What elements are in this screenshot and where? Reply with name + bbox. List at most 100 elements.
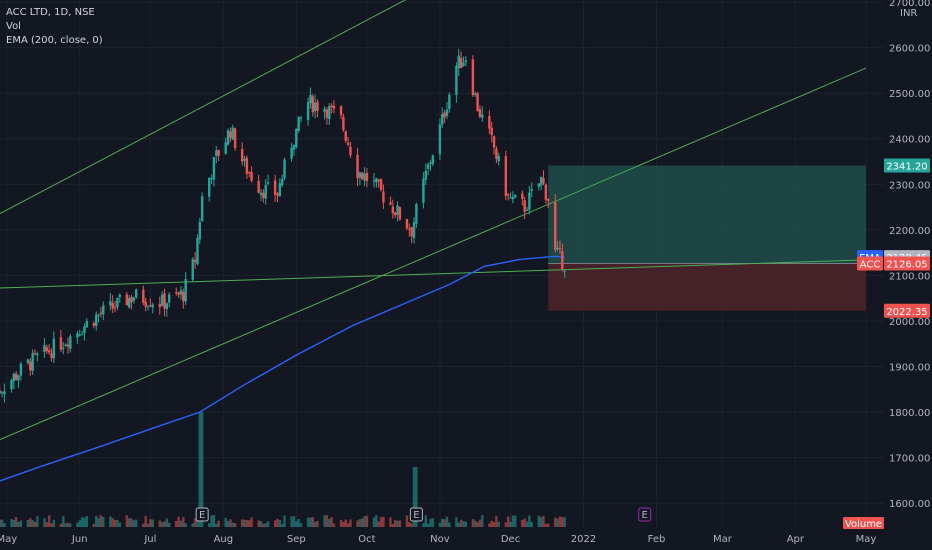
volume-legend[interactable]: Vol xyxy=(6,21,21,32)
volume-bar xyxy=(283,515,286,527)
candle-body xyxy=(208,177,211,197)
price-tick-label: 1700.00 xyxy=(889,454,930,465)
time-tick-label: May xyxy=(856,534,877,545)
candle-body xyxy=(422,178,425,203)
volume-bar xyxy=(109,516,112,527)
candle-body xyxy=(142,289,145,303)
volume-bar xyxy=(259,521,263,527)
candle-body xyxy=(514,194,517,198)
earnings-marker[interactable] xyxy=(195,507,209,522)
candle-body xyxy=(410,227,413,237)
target-zone xyxy=(548,165,866,264)
volume-bar xyxy=(3,522,6,527)
volume-bar xyxy=(542,515,545,527)
volume-bar xyxy=(408,522,411,527)
candle-body xyxy=(111,303,114,309)
candle-body xyxy=(14,373,18,380)
volume-bar xyxy=(474,520,477,527)
candle-body xyxy=(149,305,152,307)
volume-bar xyxy=(455,517,458,527)
earnings-marker-label: E xyxy=(642,510,648,521)
volume-bar xyxy=(50,523,53,527)
candle-body xyxy=(492,136,496,148)
candle-body xyxy=(290,147,293,159)
candle-body xyxy=(495,148,498,159)
earnings-marker[interactable] xyxy=(638,507,652,522)
candle-body xyxy=(229,131,232,138)
volume-bar xyxy=(66,522,70,527)
ema-legend[interactable]: EMA (200, close, 0) xyxy=(6,35,103,46)
candle-body xyxy=(191,259,194,280)
price-tick-label: 2200.00 xyxy=(889,226,930,237)
candle-body xyxy=(455,65,458,95)
volume-bar xyxy=(69,523,72,527)
price-tag-label: 2022.35 xyxy=(886,307,927,318)
volume-bar xyxy=(160,522,164,527)
volume-bar xyxy=(276,518,279,527)
price-axis[interactable]: 2700.00 2600.00 2500.00 2400.00 2300.00 2200.… xyxy=(889,0,930,510)
candle-body xyxy=(342,116,345,130)
volume-bar xyxy=(102,516,105,527)
volume-bar xyxy=(393,520,397,527)
candle-body xyxy=(393,212,397,216)
candle-body xyxy=(66,344,70,347)
candle-body xyxy=(76,333,79,338)
volume-bar xyxy=(184,523,187,527)
volume-bar xyxy=(168,522,171,527)
volume-bar xyxy=(177,516,180,527)
volume-bar xyxy=(14,517,18,527)
candle-body xyxy=(62,347,65,349)
candle-body xyxy=(339,106,343,116)
volume-bar xyxy=(325,515,329,527)
volume-bar xyxy=(12,519,16,527)
candle-body xyxy=(542,178,545,184)
volume-bar xyxy=(514,515,517,527)
volume-bar xyxy=(523,518,526,527)
candle-body xyxy=(309,94,312,104)
candle-body xyxy=(490,127,493,135)
volume-bar xyxy=(257,520,260,527)
candle-body xyxy=(459,57,463,69)
candle-body xyxy=(19,363,23,376)
volume-bar xyxy=(490,520,493,527)
candle-body xyxy=(33,353,37,355)
candle-body xyxy=(182,291,185,302)
volume-bar xyxy=(528,515,531,527)
volume-bar xyxy=(193,518,197,527)
candle-body xyxy=(226,130,230,145)
time-tick-label: Apr xyxy=(787,534,805,545)
time-tick-label: Mar xyxy=(713,534,733,545)
volume-bar xyxy=(356,520,359,527)
chart-legend: ACC LTD, 1D, NSE Vol EMA (200, close, 0) xyxy=(6,6,103,48)
volume-bar xyxy=(554,517,557,527)
earnings-marker[interactable] xyxy=(409,507,423,522)
candle-body xyxy=(29,361,32,371)
volume-bar xyxy=(292,516,296,527)
candle-body xyxy=(113,307,117,309)
series-tag xyxy=(857,256,883,271)
candle-body xyxy=(509,197,512,199)
volume-bar xyxy=(262,523,265,527)
candle-body xyxy=(283,159,286,179)
time-axis[interactable]: May Jun Jul Aug Sep Oct Nov Dec 2022 Feb Mar Apr May xyxy=(0,534,876,545)
time-tick-label: Feb xyxy=(648,534,666,545)
candle-body xyxy=(0,392,4,394)
candlesticks xyxy=(0,48,566,403)
time-tick-label: Jul xyxy=(143,534,156,545)
candle-body xyxy=(556,247,559,250)
volume-bar xyxy=(210,515,213,527)
candle-body xyxy=(135,289,138,298)
symbol-title[interactable]: ACC LTD, 1D, NSE xyxy=(6,7,95,18)
volume-bar xyxy=(547,523,550,527)
volume-bar xyxy=(113,520,117,527)
volume-bar xyxy=(361,518,364,527)
candle-body xyxy=(441,113,444,125)
currency-label: INR xyxy=(900,8,917,19)
volume-bar xyxy=(561,517,564,527)
volume-bar xyxy=(445,516,449,527)
candle-body xyxy=(78,335,81,337)
candle-body xyxy=(52,338,56,359)
